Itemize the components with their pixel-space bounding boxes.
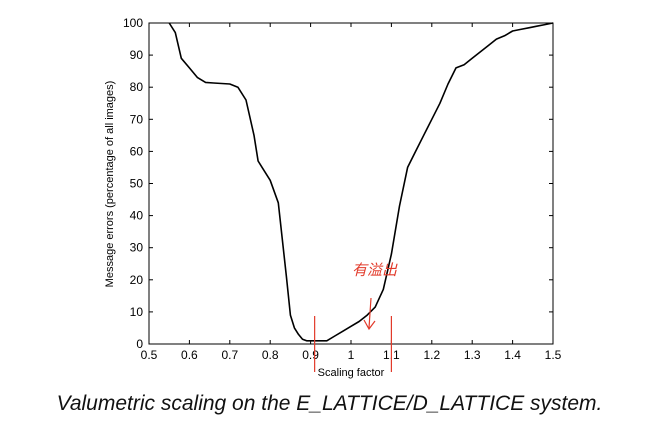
red-arrow-head — [363, 319, 376, 331]
x-tick-label: 1.5 — [545, 348, 562, 362]
y-tick-label: 80 — [130, 80, 144, 94]
red-arrow — [368, 297, 372, 329]
x-tick-label: 0.7 — [221, 348, 238, 362]
data-series — [168, 22, 554, 342]
y-tick-label: 100 — [123, 16, 143, 30]
x-tick-label: 0.8 — [262, 348, 279, 362]
x-tick-label: 1.2 — [423, 348, 440, 362]
x-tick-label: 1.4 — [504, 348, 521, 362]
y-tick-label: 30 — [130, 241, 144, 255]
y-tick-label: 20 — [130, 273, 144, 287]
plot-frame — [148, 22, 554, 345]
y-tick-label: 0 — [136, 337, 143, 351]
y-tick-label: 70 — [130, 112, 144, 126]
handwritten-annotation: 有溢出 — [352, 261, 398, 279]
x-tick-label: 0.6 — [181, 348, 198, 362]
y-tick-label: 60 — [130, 144, 144, 158]
x-tick-label: 1.3 — [464, 348, 481, 362]
series-line — [168, 22, 554, 342]
y-tick-label: 50 — [130, 177, 144, 191]
x-tick-label: 0.9 — [302, 348, 319, 362]
y-tick-label: 10 — [130, 305, 144, 319]
y-tick-label: 90 — [130, 48, 144, 62]
x-tick-label: 1 — [348, 348, 355, 362]
annotations: 有溢出 — [314, 261, 398, 372]
x-axis-label: Scaling factor — [318, 367, 385, 379]
plot-area — [148, 22, 554, 345]
y-tick-label: 40 — [130, 209, 144, 223]
figure-caption: Valumetric scaling on the E_LATTICE/D_LA… — [56, 392, 603, 415]
line-chart: 0.5 0.6 0.7 0.8 0.9 1 1.1 1.2 1.3 1.4 1.5010203040… — [104, 16, 562, 379]
y-axis-label: Message errors (percentage of all images… — [104, 81, 116, 288]
x-tick-label: 0.5 — [141, 348, 158, 362]
